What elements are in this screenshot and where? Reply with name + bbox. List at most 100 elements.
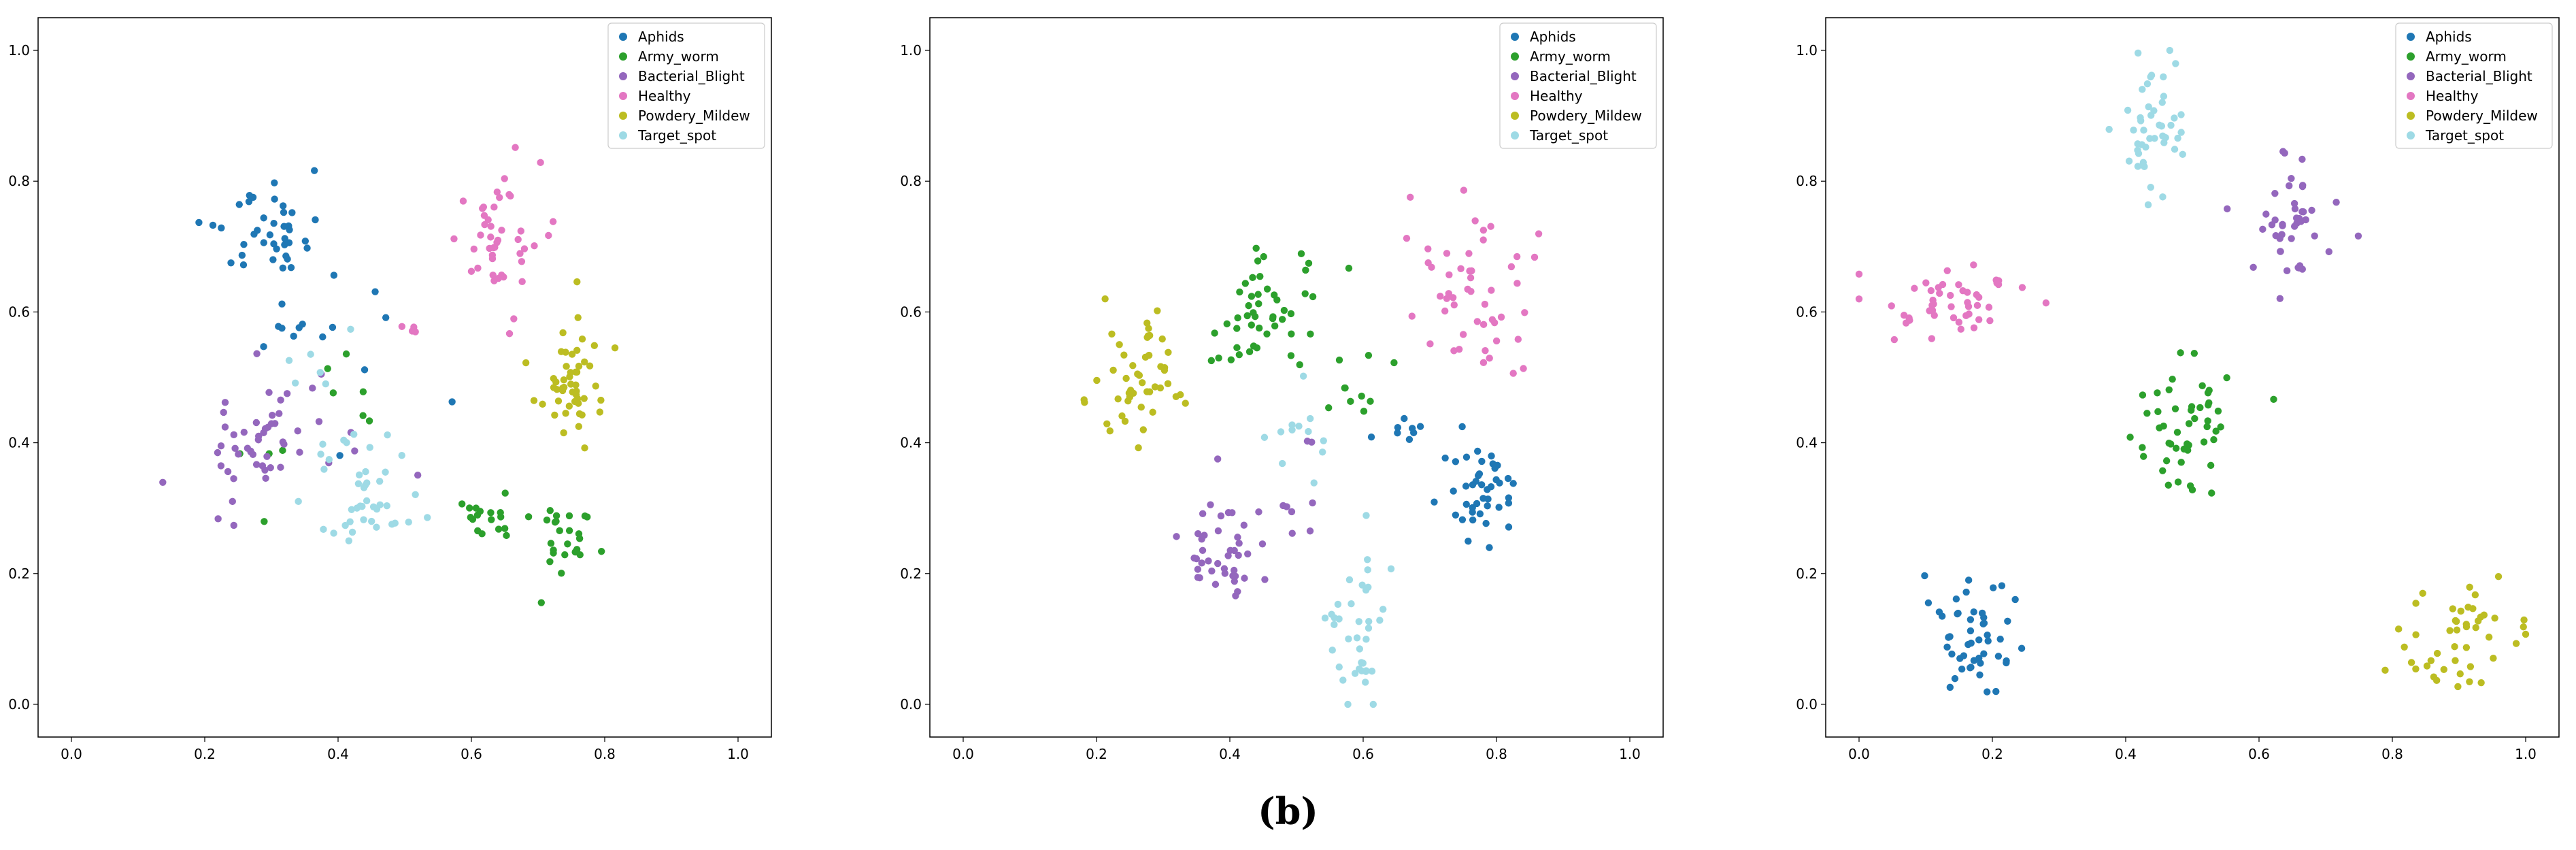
legend-label: Army_worm xyxy=(1530,48,1611,65)
point-army-worm xyxy=(546,558,554,566)
point-bacterial-blight xyxy=(1173,533,1180,540)
x-tick-label: 0.6 xyxy=(2248,746,2270,762)
point-target-spot xyxy=(1364,566,1371,574)
point-target-spot xyxy=(343,439,350,446)
point-army-worm xyxy=(2212,427,2220,435)
point-army-worm xyxy=(1360,408,1368,415)
point-bacterial-blight xyxy=(1288,529,1296,537)
point-healthy xyxy=(1943,267,1951,275)
point-powdery-mildew xyxy=(560,429,567,437)
point-target-spot xyxy=(1345,635,1352,643)
point-army-worm xyxy=(1255,300,1262,308)
point-powdery-mildew xyxy=(1134,370,1141,378)
point-powdery-mildew xyxy=(1172,393,1180,400)
point-powdery-mildew xyxy=(2491,615,2498,622)
point-healthy xyxy=(1521,309,1528,316)
y-tick-label: 0.8 xyxy=(900,173,922,189)
point-aphids xyxy=(319,333,327,341)
legend-label: Aphids xyxy=(2426,29,2472,45)
point-target-spot xyxy=(2137,114,2144,122)
point-army-worm xyxy=(261,518,268,525)
point-aphids xyxy=(1970,657,1978,664)
point-powdery-mildew xyxy=(1106,427,1114,435)
point-army-worm xyxy=(2200,438,2208,446)
point-powdery-mildew xyxy=(575,423,583,430)
legend-label: Healthy xyxy=(638,88,691,104)
point-army-worm xyxy=(466,504,473,512)
legend-label: Aphids xyxy=(1530,29,1576,45)
point-bacterial-blight xyxy=(2308,206,2315,214)
point-target-spot xyxy=(1321,615,1329,622)
point-healthy xyxy=(1900,312,1908,319)
point-powdery-mildew xyxy=(2480,611,2488,619)
point-powdery-mildew xyxy=(597,396,605,404)
point-aphids xyxy=(1964,576,1973,584)
point-bacterial-blight xyxy=(1208,567,1216,575)
point-army-worm xyxy=(1345,264,1353,272)
point-healthy xyxy=(1936,289,1943,297)
point-bacterial-blight xyxy=(230,431,237,439)
legend-label: Bacterial_Blight xyxy=(638,68,745,84)
point-bacterial-blight xyxy=(279,438,287,446)
point-aphids xyxy=(266,231,274,239)
point-target-spot xyxy=(2160,93,2168,100)
point-powdery-mildew xyxy=(581,358,588,366)
point-target-spot xyxy=(2174,134,2181,142)
point-bacterial-blight xyxy=(2268,221,2276,229)
point-aphids xyxy=(303,244,311,252)
point-aphids xyxy=(1979,620,1987,628)
point-aphids xyxy=(1967,664,1974,672)
point-powdery-mildew xyxy=(2401,643,2408,651)
point-army-worm xyxy=(1248,321,1256,329)
point-powdery-mildew xyxy=(2485,634,2493,641)
point-healthy xyxy=(1962,312,1970,320)
point-army-worm xyxy=(1245,348,1254,356)
legend: Aphids Army_worm Bacterial_Blight Healthy Po… xyxy=(607,22,765,149)
point-target-spot xyxy=(1364,556,1371,563)
point-bacterial-blight xyxy=(309,385,316,392)
point-aphids xyxy=(295,324,303,331)
point-target-spot xyxy=(317,451,324,458)
legend-label: Powdery_Mildew xyxy=(638,108,750,124)
point-bacterial-blight xyxy=(1214,455,1222,463)
legend-marker xyxy=(619,52,627,61)
point-army-worm xyxy=(2154,389,2161,397)
point-target-spot xyxy=(2147,73,2154,81)
legend-marker xyxy=(619,112,627,120)
point-target-spot xyxy=(2125,157,2133,165)
point-powdery-mildew xyxy=(2477,679,2485,687)
point-powdery-mildew xyxy=(573,346,581,354)
point-bacterial-blight xyxy=(1240,521,1248,529)
point-army-worm xyxy=(469,515,477,523)
point-bacterial-blight xyxy=(1235,551,1242,559)
point-target-spot xyxy=(368,517,375,525)
point-army-worm xyxy=(2154,408,2162,416)
point-aphids xyxy=(1473,447,1482,455)
point-bacterial-blight xyxy=(1244,550,1252,558)
point-target-spot xyxy=(2144,201,2152,209)
point-bacterial-blight xyxy=(1205,557,1212,565)
point-target-spot xyxy=(320,465,328,473)
point-bacterial-blight xyxy=(267,464,274,472)
point-healthy xyxy=(1930,300,1937,308)
point-army-worm xyxy=(1249,274,1256,282)
point-bacterial-blight xyxy=(252,419,261,427)
point-healthy xyxy=(510,315,518,323)
point-army-worm xyxy=(1263,285,1271,293)
axes-frame xyxy=(1825,17,2560,738)
y-tick-label: 0.2 xyxy=(8,566,30,582)
point-healthy xyxy=(2018,284,2026,291)
point-aphids xyxy=(1458,516,1467,523)
point-army-worm xyxy=(2188,403,2196,410)
point-bacterial-blight xyxy=(221,399,229,406)
point-bacterial-blight xyxy=(2262,210,2270,218)
point-army-worm xyxy=(2191,414,2198,423)
point-bacterial-blight xyxy=(220,408,227,416)
point-aphids xyxy=(279,202,287,210)
point-powdery-mildew xyxy=(1182,399,1189,407)
point-target-spot xyxy=(2138,141,2145,148)
point-healthy xyxy=(487,233,495,241)
point-bacterial-blight xyxy=(1283,503,1290,510)
point-aphids xyxy=(249,193,257,201)
point-army-worm xyxy=(1307,330,1314,338)
